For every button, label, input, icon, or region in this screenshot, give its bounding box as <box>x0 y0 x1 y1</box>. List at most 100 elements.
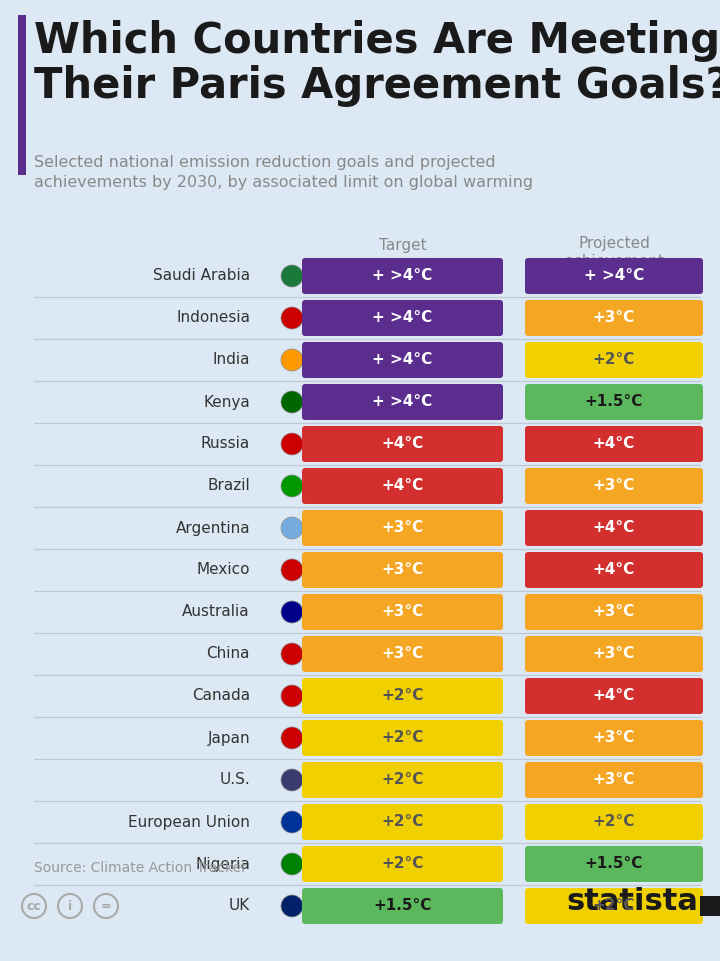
FancyBboxPatch shape <box>525 510 703 546</box>
FancyBboxPatch shape <box>302 426 503 462</box>
FancyBboxPatch shape <box>525 384 703 420</box>
Ellipse shape <box>281 601 303 623</box>
Text: +3°C: +3°C <box>593 647 635 661</box>
Text: +2°C: +2°C <box>382 856 423 872</box>
Ellipse shape <box>281 853 303 875</box>
Text: European Union: European Union <box>128 815 250 829</box>
Text: Mexico: Mexico <box>197 562 250 578</box>
FancyBboxPatch shape <box>302 762 503 798</box>
FancyBboxPatch shape <box>302 594 503 630</box>
Text: +2°C: +2°C <box>593 815 635 829</box>
Ellipse shape <box>281 475 303 497</box>
Ellipse shape <box>281 685 303 707</box>
FancyBboxPatch shape <box>525 720 703 756</box>
FancyBboxPatch shape <box>525 762 703 798</box>
Text: Argentina: Argentina <box>176 521 250 535</box>
Text: statista: statista <box>566 887 698 916</box>
FancyBboxPatch shape <box>302 720 503 756</box>
Ellipse shape <box>281 307 303 329</box>
FancyBboxPatch shape <box>525 342 703 378</box>
Ellipse shape <box>281 517 303 539</box>
Text: + >4°C: + >4°C <box>584 268 644 283</box>
FancyBboxPatch shape <box>302 510 503 546</box>
Ellipse shape <box>281 727 303 749</box>
Ellipse shape <box>281 265 303 287</box>
Ellipse shape <box>281 559 303 581</box>
Text: + >4°C: + >4°C <box>372 268 433 283</box>
Text: Source: Climate Action Tracker: Source: Climate Action Tracker <box>34 861 247 875</box>
Text: +3°C: +3°C <box>593 730 635 746</box>
Text: U.S.: U.S. <box>220 773 250 787</box>
FancyBboxPatch shape <box>302 384 503 420</box>
FancyBboxPatch shape <box>525 300 703 336</box>
Ellipse shape <box>281 769 303 791</box>
Text: +3°C: +3°C <box>593 604 635 620</box>
Text: Target: Target <box>379 238 426 253</box>
FancyBboxPatch shape <box>302 300 503 336</box>
Text: Kenya: Kenya <box>203 395 250 409</box>
Text: Brazil: Brazil <box>207 479 250 494</box>
Text: +2°C: +2°C <box>382 688 423 703</box>
Text: +4°C: +4°C <box>382 436 423 452</box>
Text: cc: cc <box>27 899 41 913</box>
FancyBboxPatch shape <box>525 888 703 924</box>
FancyBboxPatch shape <box>302 342 503 378</box>
Text: +4°C: +4°C <box>593 521 635 535</box>
Text: Projected
achievement: Projected achievement <box>564 236 664 269</box>
Text: + >4°C: + >4°C <box>372 395 433 409</box>
Text: +3°C: +3°C <box>382 562 423 578</box>
Text: =: = <box>101 899 112 913</box>
FancyBboxPatch shape <box>302 678 503 714</box>
Text: +1.5°C: +1.5°C <box>373 899 432 914</box>
FancyBboxPatch shape <box>525 636 703 672</box>
Text: Japan: Japan <box>207 730 250 746</box>
FancyBboxPatch shape <box>302 888 503 924</box>
Ellipse shape <box>281 433 303 455</box>
FancyBboxPatch shape <box>525 426 703 462</box>
FancyBboxPatch shape <box>302 552 503 588</box>
Ellipse shape <box>281 391 303 413</box>
Text: + >4°C: + >4°C <box>372 310 433 326</box>
Text: +2°C: +2°C <box>593 353 635 367</box>
Text: +3°C: +3°C <box>382 604 423 620</box>
Ellipse shape <box>281 643 303 665</box>
FancyBboxPatch shape <box>302 804 503 840</box>
Text: +1.5°C: +1.5°C <box>585 856 643 872</box>
Text: +3°C: +3°C <box>593 773 635 787</box>
Ellipse shape <box>281 811 303 833</box>
Text: Which Countries Are Meeting
Their Paris Agreement Goals?: Which Countries Are Meeting Their Paris … <box>34 20 720 108</box>
Text: i: i <box>68 899 72 913</box>
FancyBboxPatch shape <box>525 678 703 714</box>
Text: +3°C: +3°C <box>593 310 635 326</box>
Text: +3°C: +3°C <box>593 479 635 494</box>
Text: +4°C: +4°C <box>382 479 423 494</box>
Text: Saudi Arabia: Saudi Arabia <box>153 268 250 283</box>
FancyBboxPatch shape <box>525 846 703 882</box>
Text: Canada: Canada <box>192 688 250 703</box>
FancyBboxPatch shape <box>525 804 703 840</box>
Bar <box>700 896 720 916</box>
FancyBboxPatch shape <box>525 552 703 588</box>
Text: +4°C: +4°C <box>593 562 635 578</box>
Text: +4°C: +4°C <box>593 436 635 452</box>
FancyBboxPatch shape <box>302 846 503 882</box>
Text: Selected national emission reduction goals and projected
achievements by 2030, b: Selected national emission reduction goa… <box>34 155 533 190</box>
FancyBboxPatch shape <box>302 636 503 672</box>
FancyBboxPatch shape <box>302 258 503 294</box>
Ellipse shape <box>281 895 303 917</box>
Text: +4°C: +4°C <box>593 688 635 703</box>
Text: + >4°C: + >4°C <box>372 353 433 367</box>
Text: +3°C: +3°C <box>382 521 423 535</box>
Text: Australia: Australia <box>182 604 250 620</box>
FancyBboxPatch shape <box>525 594 703 630</box>
Text: +1.5°C: +1.5°C <box>585 395 643 409</box>
Text: +3°C: +3°C <box>382 647 423 661</box>
Text: +2°C: +2°C <box>382 773 423 787</box>
Text: China: China <box>207 647 250 661</box>
Text: India: India <box>212 353 250 367</box>
Text: +2°C: +2°C <box>382 815 423 829</box>
FancyBboxPatch shape <box>525 468 703 504</box>
FancyBboxPatch shape <box>302 468 503 504</box>
Text: +2°C: +2°C <box>593 899 635 914</box>
FancyBboxPatch shape <box>525 258 703 294</box>
